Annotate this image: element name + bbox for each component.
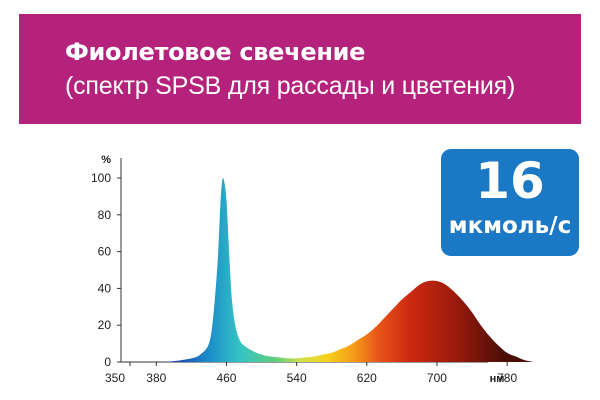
x-tick-label: 700 (427, 371, 447, 385)
y-tick-label: 100 (91, 171, 111, 185)
y-tick-label: 40 (98, 281, 112, 295)
x-tick-label: 780 (497, 371, 517, 385)
y-tick-label: 20 (98, 318, 112, 332)
spectrum-area (156, 177, 534, 362)
y-tick-label: 60 (98, 245, 112, 259)
ppf-value: 16 (475, 152, 545, 210)
chart-plot-area (156, 177, 534, 362)
x-tick-label: 350 (105, 371, 125, 385)
x-tick-label: 540 (287, 371, 307, 385)
x-tick-label: 460 (216, 371, 236, 385)
title-banner: Фиолетовое свечение (спектр SPSB для рас… (19, 14, 581, 124)
page-title: Фиолетовое свечение (65, 38, 366, 66)
y-tick-label: 0 (104, 355, 111, 369)
x-axis-unit-label: нм (490, 373, 505, 385)
y-axis-unit-label: % (101, 154, 111, 166)
x-tick-label: 380 (146, 371, 166, 385)
page-subtitle: (спектр SPSB для рассады и цветения) (65, 72, 516, 100)
y-tick-label: 80 (98, 208, 112, 222)
ppf-badge: 16 мкмоль/с (441, 149, 579, 256)
x-tick-label: 620 (357, 371, 377, 385)
ppf-unit: мкмоль/с (448, 213, 572, 239)
